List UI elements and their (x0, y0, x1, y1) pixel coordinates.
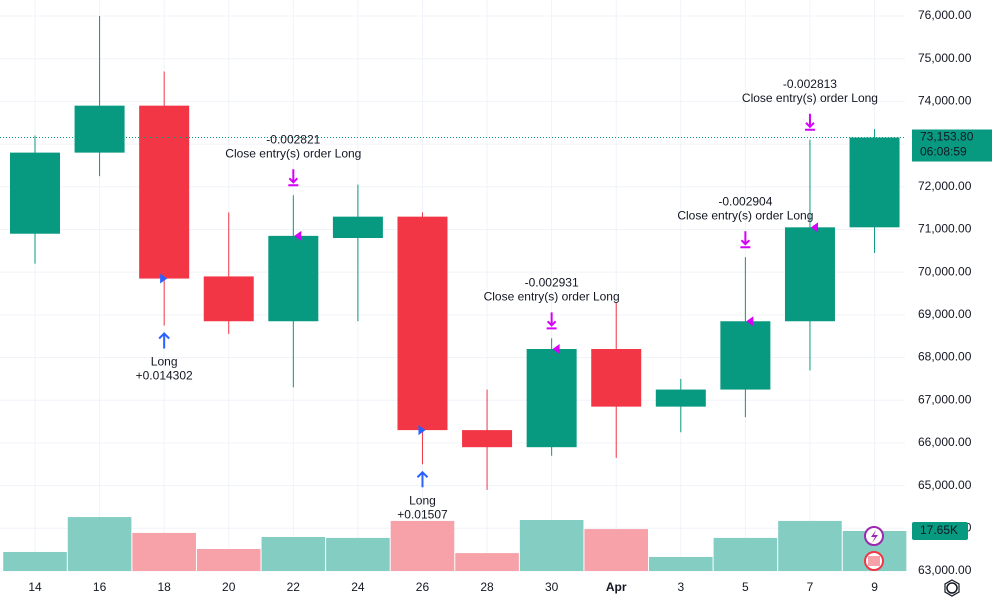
volume-bar (584, 529, 649, 571)
candle-body (655, 389, 706, 407)
entry-marker (418, 425, 426, 436)
x-tick-label: 16 (93, 580, 107, 594)
x-tick-label: 3 (677, 580, 684, 594)
volume-bar (196, 549, 261, 571)
close-arrow (740, 231, 751, 249)
signal-text: Close entry(s) order Long (484, 289, 620, 303)
entry-marker (160, 273, 168, 284)
candle-body (784, 227, 835, 322)
candle-body (10, 152, 60, 234)
candle-body (849, 137, 900, 228)
close-arrow (804, 113, 815, 131)
x-tick-label: 14 (28, 580, 42, 594)
y-tick-label: 69,000.00 (918, 307, 972, 321)
settings-icon-outline (944, 579, 960, 597)
signal-pnl: +0.014302 (136, 369, 193, 383)
long-arrow (416, 470, 429, 488)
y-tick-label: 70,000.00 (918, 264, 972, 278)
candle-layer (0, 16, 905, 490)
x-tick-label: 26 (416, 580, 430, 594)
signal-pnl: -0.002813 (783, 77, 837, 91)
candle-body (462, 430, 513, 448)
signal-text: Long (409, 493, 436, 507)
volume-bar (778, 520, 842, 571)
exit-marker (810, 222, 818, 233)
candle-body (74, 105, 125, 153)
close-arrow (288, 169, 299, 187)
y-tick-label: 68,000.00 (918, 350, 972, 364)
candle-body (397, 216, 448, 431)
flag-icon-glyph (868, 556, 880, 566)
countdown: 06:08:59 (920, 145, 967, 159)
x-tick-label: 7 (807, 580, 814, 594)
volume-bar (261, 537, 326, 571)
y-tick-label: 63,000.00 (918, 563, 972, 577)
y-tick-label: 67,000.00 (918, 392, 972, 406)
y-tick-label: 76,000.00 (918, 8, 972, 22)
grid (0, 0, 905, 572)
volume-bar (132, 532, 196, 571)
x-tick-label: Apr (606, 580, 627, 594)
signal-pnl: -0.002904 (718, 194, 772, 208)
candle-body (526, 349, 577, 448)
volume-bar (326, 537, 390, 571)
axis-layer: 63,000.0064,000.0065,000.0066,000.0067,0… (28, 8, 992, 594)
volume-bar (713, 537, 778, 571)
candle-body (332, 216, 383, 238)
ui-layer (864, 526, 960, 597)
y-tick-label: 74,000.00 (918, 94, 972, 108)
signal-text: Close entry(s) order Long (742, 91, 878, 105)
signal-pnl: +0.01507 (397, 507, 448, 521)
x-tick-label: 5 (742, 580, 749, 594)
exit-marker (746, 316, 754, 327)
y-tick-label: 72,000.00 (918, 179, 972, 193)
x-tick-label: 28 (480, 580, 494, 594)
volume-bar (390, 520, 455, 571)
exit-marker (552, 344, 560, 354)
candle-body (591, 349, 642, 407)
volume-label-bg (912, 522, 968, 541)
candle-body (720, 321, 771, 390)
signal-text: Close entry(s) order Long (225, 146, 361, 160)
close-arrow (546, 312, 557, 330)
long-arrow (158, 332, 170, 349)
signal-text: Long (151, 355, 178, 369)
candle-body (139, 105, 190, 279)
x-tick-label: 18 (157, 580, 171, 594)
candle-body (268, 235, 319, 322)
volume-bar (519, 520, 584, 571)
x-tick-label: 24 (351, 580, 365, 594)
x-tick-label: 20 (222, 580, 236, 594)
volume-layer (3, 517, 907, 571)
volume-bar (649, 556, 713, 571)
volume-bar (455, 553, 519, 571)
signal-text: Close entry(s) order Long (677, 208, 813, 222)
candle-body (203, 276, 254, 322)
x-tick-label: 22 (287, 580, 301, 594)
y-tick-label: 71,000.00 (918, 222, 972, 236)
volume-label: 17.65K (920, 523, 958, 537)
settings-icon[interactable] (946, 582, 958, 594)
x-tick-label: 30 (545, 580, 559, 594)
y-tick-label: 66,000.00 (918, 435, 972, 449)
signal-pnl: -0.002931 (525, 275, 579, 289)
assistant-icon-glyph (871, 530, 878, 543)
signal-pnl: -0.002821 (266, 132, 320, 146)
x-tick-label: 9 (871, 580, 878, 594)
last-price-label: 73,153.80 (920, 130, 974, 144)
exit-marker (294, 230, 302, 241)
volume-bar (3, 551, 67, 571)
last-price-bg (912, 129, 992, 162)
y-tick-label: 75,000.00 (918, 51, 972, 65)
y-tick-label: 65,000.00 (918, 478, 972, 492)
volume-bar (67, 517, 132, 571)
